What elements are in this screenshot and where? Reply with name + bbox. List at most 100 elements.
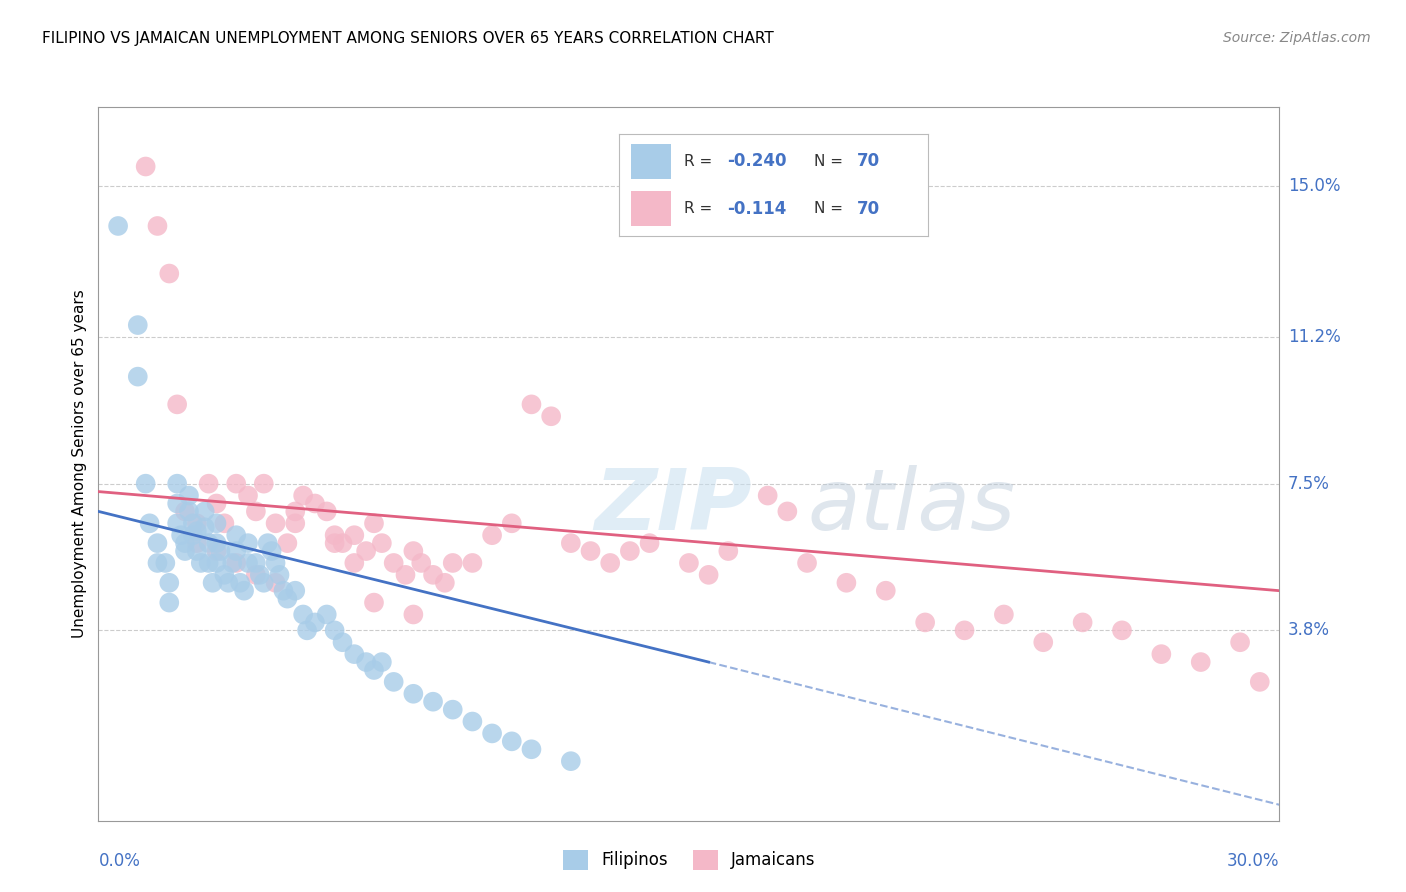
Point [354, 544, 377, 558]
Point [205, 496, 228, 510]
Point [835, 575, 858, 590]
Text: atlas: atlas [807, 465, 1015, 549]
Point [253, 476, 276, 491]
Point [363, 663, 385, 677]
Point [315, 504, 337, 518]
Point [174, 536, 197, 550]
Point [501, 516, 523, 531]
Point [363, 516, 385, 531]
Point [225, 476, 247, 491]
Point [540, 409, 562, 424]
Point [135, 476, 157, 491]
Point [1249, 674, 1271, 689]
Point [276, 536, 298, 550]
Point [245, 504, 267, 518]
Point [284, 504, 307, 518]
Point [304, 496, 326, 510]
Point [501, 734, 523, 748]
Point [1111, 624, 1133, 638]
Text: N =: N = [814, 154, 848, 169]
Point [186, 544, 208, 558]
Point [186, 536, 208, 550]
Point [394, 567, 416, 582]
Point [273, 583, 295, 598]
Point [461, 556, 484, 570]
Point [155, 556, 177, 570]
Point [796, 556, 818, 570]
Text: 70: 70 [856, 200, 880, 218]
Point [481, 528, 503, 542]
Point [953, 624, 976, 638]
Point [332, 536, 354, 550]
Point [170, 528, 193, 542]
Point [197, 556, 219, 570]
Point [343, 556, 366, 570]
Point [422, 695, 444, 709]
Point [678, 556, 700, 570]
Text: 30.0%: 30.0% [1227, 853, 1279, 871]
Point [422, 567, 444, 582]
Point [875, 583, 897, 598]
Text: 7.5%: 7.5% [1288, 475, 1330, 492]
Point [177, 489, 200, 503]
Point [197, 476, 219, 491]
Legend: Filipinos, Jamaicans: Filipinos, Jamaicans [555, 843, 823, 877]
Point [146, 219, 169, 233]
Point [343, 647, 366, 661]
Point [402, 544, 425, 558]
Point [157, 575, 180, 590]
Point [157, 596, 180, 610]
Point [225, 544, 247, 558]
Point [249, 567, 271, 582]
Text: -0.114: -0.114 [727, 200, 786, 218]
Point [619, 544, 641, 558]
Point [245, 567, 267, 582]
Point [146, 556, 169, 570]
Point [323, 536, 346, 550]
Point [264, 575, 287, 590]
Point [914, 615, 936, 630]
Point [186, 516, 208, 531]
Point [382, 556, 405, 570]
Point [229, 575, 252, 590]
Point [441, 703, 464, 717]
Point [264, 516, 287, 531]
Point [269, 567, 291, 582]
Point [194, 520, 217, 534]
Point [190, 556, 212, 570]
Point [166, 476, 188, 491]
Point [441, 556, 464, 570]
Point [560, 536, 582, 550]
Point [292, 607, 315, 622]
Point [135, 160, 157, 174]
Point [260, 544, 283, 558]
Point [174, 504, 197, 518]
Point [209, 544, 232, 558]
Point [315, 607, 337, 622]
Point [205, 536, 228, 550]
Point [1229, 635, 1251, 649]
Point [402, 607, 425, 622]
Point [166, 516, 188, 531]
Point [186, 524, 208, 539]
Text: 3.8%: 3.8% [1288, 622, 1330, 640]
Text: N =: N = [814, 202, 848, 216]
Text: 15.0%: 15.0% [1288, 178, 1340, 195]
Point [174, 544, 197, 558]
Point [717, 544, 740, 558]
Point [253, 575, 276, 590]
Point [697, 567, 720, 582]
Point [433, 575, 456, 590]
Point [599, 556, 621, 570]
Text: -0.240: -0.240 [727, 153, 786, 170]
Point [236, 489, 259, 503]
Point [292, 489, 315, 503]
Point [166, 397, 188, 411]
Point [225, 528, 247, 542]
Point [107, 219, 129, 233]
Point [225, 556, 247, 570]
Point [245, 556, 267, 570]
Point [343, 528, 366, 542]
Point [323, 624, 346, 638]
Point [560, 754, 582, 768]
